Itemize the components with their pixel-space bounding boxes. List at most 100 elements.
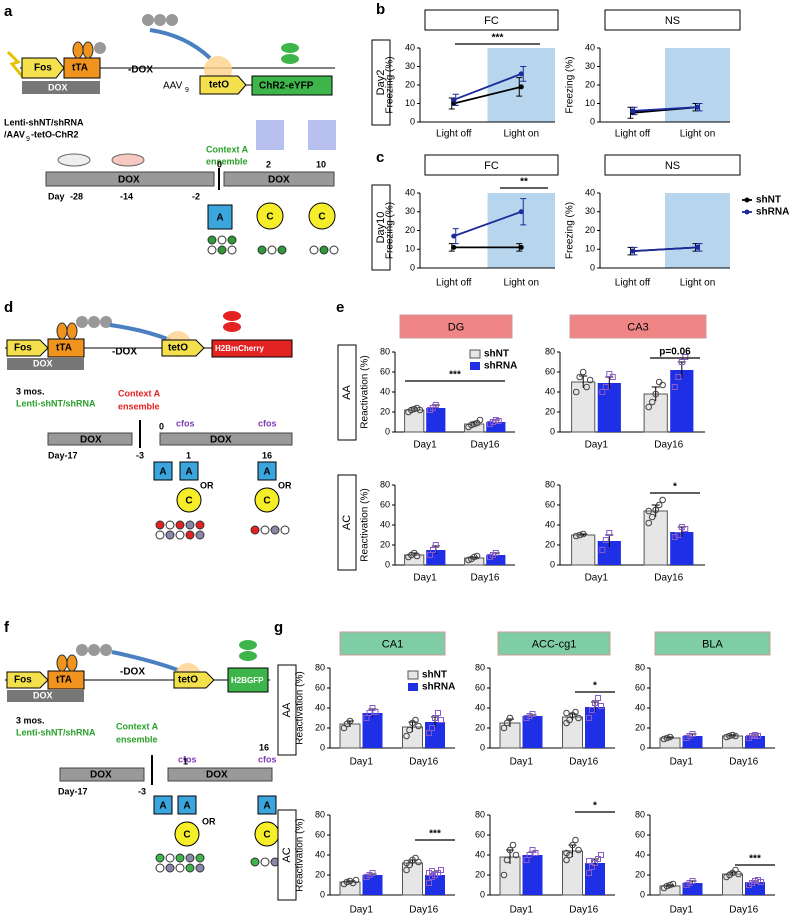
header-box — [424, 9, 559, 31]
label: 0 — [159, 421, 164, 431]
line — [632, 246, 698, 253]
y-tick-label: 40 — [635, 702, 645, 712]
bar — [670, 532, 694, 565]
data-point — [583, 383, 590, 391]
data-point — [575, 714, 582, 722]
label: DOX — [118, 175, 140, 186]
chart: NS Freezing (%) 0 10 20 30 40 Light off Light on — [565, 9, 741, 140]
data-point — [682, 526, 689, 532]
y-tick-label: 0 — [385, 559, 390, 569]
data-point — [506, 714, 514, 722]
context-box — [177, 795, 197, 815]
bar — [426, 408, 446, 432]
x-tick-label: Day16 — [654, 440, 683, 451]
error-bar — [579, 375, 588, 388]
header: FC — [484, 15, 499, 27]
y-tick-label: 60 — [635, 829, 645, 839]
data-point — [682, 354, 689, 360]
row-label: Day10 — [375, 212, 387, 244]
y-tick-label: 40 — [380, 386, 390, 396]
y-tick-label: 0 — [640, 889, 645, 899]
y-tick-label: 60 — [315, 829, 325, 839]
label: AAV — [163, 81, 183, 92]
data-point — [432, 402, 439, 408]
y-axis-label: Freezing (%) — [385, 56, 396, 113]
bar — [597, 383, 621, 432]
y-axis-label: Freezing (%) — [565, 56, 576, 113]
header-box — [604, 154, 741, 176]
header: DG — [448, 321, 465, 333]
label: cfos — [258, 418, 277, 428]
y-tick-label: 40 — [475, 702, 485, 712]
annotation: *** — [749, 854, 761, 865]
annotation: *** — [449, 370, 461, 381]
y-tick-label: 0 — [320, 742, 325, 752]
row-box — [277, 809, 297, 901]
lightning — [6, 50, 24, 77]
bar — [643, 510, 668, 566]
x-tick-label: Day16 — [409, 757, 438, 768]
label: Day — [48, 191, 65, 201]
protein — [100, 644, 112, 656]
label: DOX — [210, 435, 232, 446]
promoter — [6, 339, 49, 357]
data-point — [598, 703, 604, 709]
x-tick-label: Day1 — [350, 905, 374, 916]
chart: DG AA Reactivation (%) 0 20 40 60 80 Day1 Day16 **… — [337, 314, 517, 451]
protein — [56, 322, 68, 340]
y-tick-label: 20 — [475, 722, 485, 732]
data-point — [652, 506, 660, 514]
y-tick-label: 40 — [405, 187, 415, 197]
data-point — [465, 556, 472, 564]
data-point — [426, 880, 432, 886]
data-point — [435, 710, 441, 716]
x-tick-label: Light off — [436, 278, 472, 289]
data-point — [352, 876, 360, 884]
protein — [166, 14, 178, 26]
label: DOX — [33, 358, 53, 368]
legend-marker — [744, 197, 750, 203]
y-tick-label: 80 — [380, 479, 390, 489]
x-tick-label: Day16 — [471, 440, 500, 451]
data-point — [403, 859, 410, 867]
data-point — [500, 871, 508, 879]
data-point — [755, 733, 761, 739]
shade — [665, 193, 730, 268]
context-box — [257, 795, 277, 815]
label: cfos — [178, 754, 197, 764]
error-bar — [651, 386, 660, 401]
point — [695, 244, 700, 250]
panel-label: b — [376, 1, 385, 18]
data-point — [470, 553, 478, 561]
laser — [256, 120, 284, 150]
data-point — [575, 846, 582, 854]
data-point — [495, 418, 502, 424]
data-point — [609, 374, 616, 380]
y-tick-label: 60 — [545, 499, 555, 509]
bar — [562, 716, 583, 749]
data-point — [576, 531, 584, 539]
data-point — [648, 513, 656, 521]
y-axis-label: Freezing (%) — [565, 202, 576, 259]
data-point — [645, 403, 653, 411]
cell-grid — [207, 235, 339, 255]
y-tick-label: 20 — [380, 539, 390, 549]
data-point — [529, 711, 536, 717]
arrow — [111, 650, 179, 672]
data-point — [675, 374, 682, 380]
label: 0 — [217, 159, 222, 169]
legend-swatch — [469, 349, 481, 359]
x-tick-label: Day1 — [413, 573, 437, 584]
data-point — [666, 733, 674, 741]
data-point — [468, 421, 475, 429]
protein — [281, 54, 299, 64]
y-axis-label: Reactivation (%) — [360, 488, 371, 561]
context-box — [257, 461, 277, 481]
x-tick-label: Day1 — [585, 440, 609, 451]
panel-labels: a b c d e f g — [4, 1, 385, 636]
label: -3 — [138, 786, 146, 796]
data-point — [343, 878, 351, 886]
y-tick-label: 40 — [380, 519, 390, 529]
gene — [211, 339, 293, 358]
bar — [522, 855, 543, 895]
